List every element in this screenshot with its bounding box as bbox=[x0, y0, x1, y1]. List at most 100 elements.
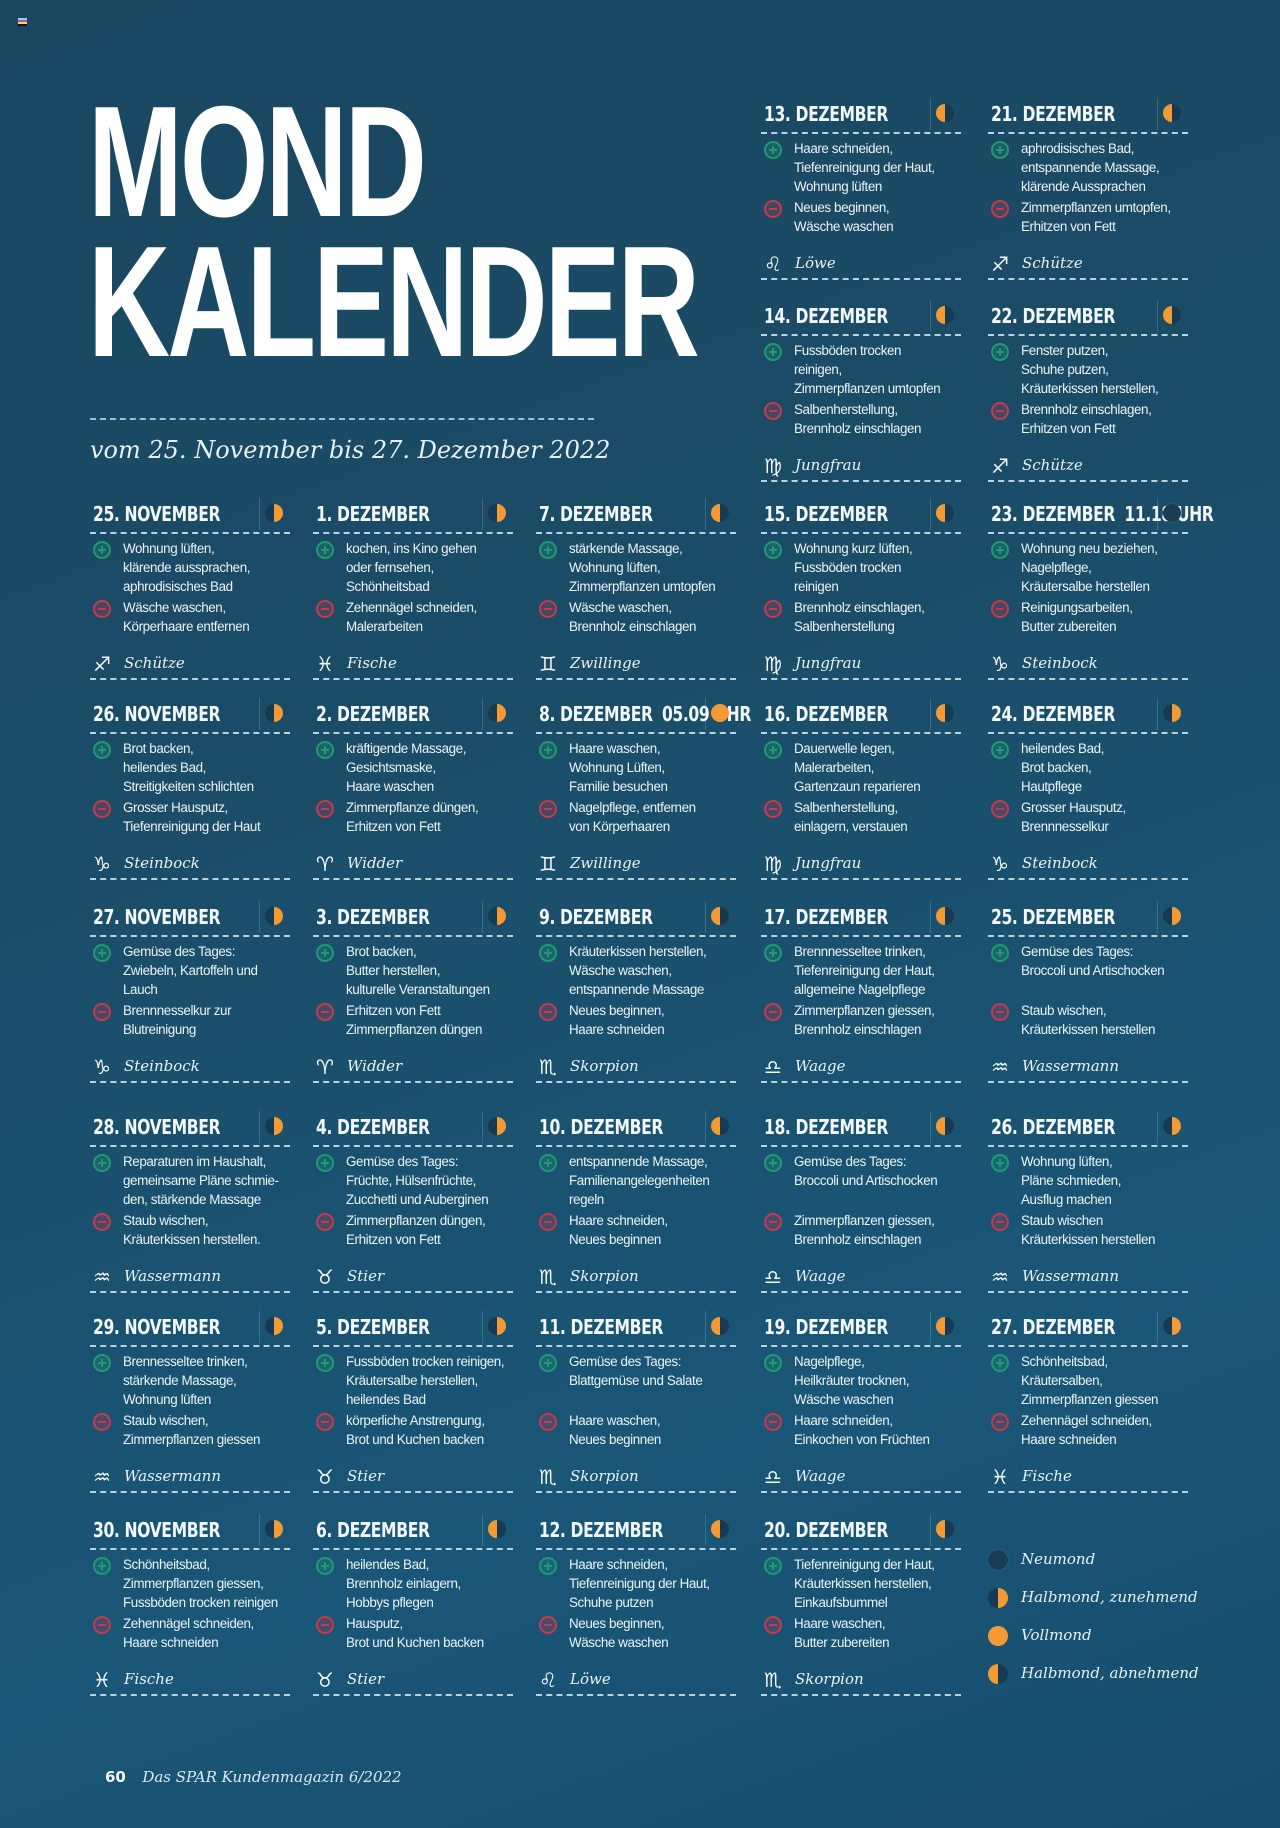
title-divider bbox=[90, 418, 594, 420]
avoid-activities: Haare waschen, Neues beginnen bbox=[536, 1411, 736, 1449]
zodiac-sign: ♌ Löwe bbox=[761, 250, 961, 280]
zodiac-icon: ♍ bbox=[764, 852, 782, 876]
recommended-activities: Gemüse des Tages: Broccoli und Artischock… bbox=[761, 1152, 961, 1190]
day-card-header: 13. DEZEMBER bbox=[761, 98, 961, 134]
plus-icon bbox=[991, 1154, 1009, 1172]
day-card-header: 5. DEZEMBER bbox=[313, 1311, 513, 1347]
day-card-header: 2. DEZEMBER bbox=[313, 698, 513, 734]
zodiac-sign: ♓ Fische bbox=[988, 1463, 1188, 1493]
moon-phase-icon bbox=[936, 1520, 954, 1538]
day-date: 14. DEZEMBER bbox=[764, 304, 889, 328]
moon-phase-icon bbox=[265, 907, 283, 925]
plus-icon bbox=[93, 1154, 111, 1172]
plus-icon bbox=[764, 343, 782, 361]
moon-phase-icon bbox=[936, 1117, 954, 1135]
day-date: 5. DEZEMBER bbox=[316, 1315, 430, 1339]
minus-icon bbox=[93, 1213, 111, 1231]
day-card: 23. DEZEMBER 11.18 UHR Wohnung neu beziehe… bbox=[988, 498, 1214, 680]
day-card-header: 24. DEZEMBER bbox=[988, 698, 1188, 734]
full-moon-icon bbox=[988, 1626, 1008, 1646]
avoid-activities: Zimmerpflanzen giessen, Brennholz einschl… bbox=[761, 1211, 961, 1249]
plus-icon bbox=[991, 741, 1009, 759]
recommended-activities: Gemüse des Tages: Früchte, Hülsenfrüchte,… bbox=[313, 1152, 513, 1209]
day-date: 13. DEZEMBER bbox=[764, 102, 889, 126]
moon-phase-icon bbox=[265, 1317, 283, 1335]
recommended-activities: Tiefenreinigung der Haut, Kräuterkissen h… bbox=[761, 1555, 961, 1612]
plus-icon bbox=[764, 141, 782, 159]
day-card: 6. DEZEMBER heilendes Bad, Brennholz einla… bbox=[313, 1514, 513, 1696]
plus-icon bbox=[539, 541, 557, 559]
minus-icon bbox=[539, 1003, 557, 1021]
moon-phase-icon bbox=[265, 504, 283, 522]
day-card-header: 8. DEZEMBER 05.09 UHR bbox=[536, 698, 751, 734]
avoid-activities: Wäsche waschen, Brennholz einschlagen bbox=[536, 598, 736, 636]
recommended-activities: aphrodisisches Bad, entspannende Massage,… bbox=[988, 139, 1188, 196]
day-date: 1. DEZEMBER bbox=[316, 502, 430, 526]
minus-icon bbox=[991, 402, 1009, 420]
avoid-activities: Zimmerpflanzen umtopfen, Erhitzen von Fet… bbox=[988, 198, 1188, 236]
zodiac-icon: ♑ bbox=[93, 1055, 111, 1079]
recommended-activities: Haare schneiden, Tiefenreinigung der Haut… bbox=[536, 1555, 736, 1612]
day-card: 17. DEZEMBER Brennnesseltee trinken, Tiefe… bbox=[761, 901, 961, 1083]
day-card: 3. DEZEMBER Brot backen, Butter herstellen… bbox=[313, 901, 513, 1083]
moon-phase-icon bbox=[488, 1520, 506, 1538]
zodiac-sign: ♑ Steinbock bbox=[90, 1053, 290, 1083]
minus-icon bbox=[764, 402, 782, 420]
moon-phase-icon bbox=[936, 504, 954, 522]
publication-name: Das SPAR Kundenmagazin 6/2022 bbox=[142, 1768, 402, 1786]
zodiac-icon: ♎ bbox=[764, 1055, 782, 1079]
day-card: 30. NOVEMBER Schönheitsbad, Zimmerpflanzen… bbox=[90, 1514, 290, 1696]
zodiac-sign: ♈ Widder bbox=[313, 850, 513, 880]
date-range-subtitle: vom 25. November bis 27. Dezember 2022 bbox=[90, 436, 611, 464]
minus-icon bbox=[316, 1213, 334, 1231]
plus-icon bbox=[764, 1557, 782, 1575]
recommended-activities: Brot backen, Butter herstellen, kulturelle… bbox=[313, 942, 513, 999]
zodiac-icon: ♓ bbox=[93, 1668, 111, 1692]
day-card: 28. NOVEMBER Reparaturen im Haushalt, geme… bbox=[90, 1111, 290, 1293]
minus-icon bbox=[93, 1616, 111, 1634]
day-card: 16. DEZEMBER Dauerwelle legen, Malerarbeit… bbox=[761, 698, 961, 880]
recommended-activities: Nagelpflege, Heilkräuter trocknen, Wäsche … bbox=[761, 1352, 961, 1409]
zodiac-sign: ♐ Schütze bbox=[988, 250, 1188, 280]
day-date: 10. DEZEMBER bbox=[539, 1115, 664, 1139]
recommended-activities: Fenster putzen, Schuhe putzen, Kräuterkiss… bbox=[988, 341, 1188, 398]
plus-icon bbox=[991, 1354, 1009, 1372]
minus-icon bbox=[539, 800, 557, 818]
day-card: 7. DEZEMBER stärkende Massage, Wohnung lüf… bbox=[536, 498, 736, 680]
day-date: 2. DEZEMBER bbox=[316, 702, 430, 726]
zodiac-icon: ♏ bbox=[539, 1465, 557, 1489]
moon-phase-icon bbox=[936, 104, 954, 122]
minus-icon bbox=[539, 1616, 557, 1634]
recommended-activities: Wohnung kurz lüften, Fussböden trocken rei… bbox=[761, 539, 961, 596]
zodiac-icon: ♓ bbox=[991, 1465, 1009, 1489]
zodiac-sign: ♓ Fische bbox=[90, 1666, 290, 1696]
day-date: 25. NOVEMBER bbox=[93, 502, 221, 526]
day-card: 10. DEZEMBER entspannende Massage, Familie… bbox=[536, 1111, 736, 1293]
recommended-activities: Kräuterkissen herstellen, Wäsche waschen,… bbox=[536, 942, 736, 999]
avoid-activities: Salbenherstellung, einlagern, verstauen bbox=[761, 798, 961, 836]
zodiac-sign: ♑ Steinbock bbox=[988, 850, 1188, 880]
day-card: 27. DEZEMBER Schönheitsbad, Kräutersalben,… bbox=[988, 1311, 1188, 1493]
day-card-header: 12. DEZEMBER bbox=[536, 1514, 736, 1550]
minus-icon bbox=[991, 1213, 1009, 1231]
zodiac-icon: ♈ bbox=[316, 852, 334, 876]
menu-icon[interactable] bbox=[18, 18, 27, 26]
plus-icon bbox=[539, 741, 557, 759]
avoid-activities: Hausputz, Brot und Kuchen backen bbox=[313, 1614, 513, 1652]
day-card-header: 30. NOVEMBER bbox=[90, 1514, 290, 1550]
zodiac-sign: ♍ Jungfrau bbox=[761, 650, 961, 680]
day-date: 17. DEZEMBER bbox=[764, 905, 889, 929]
minus-icon bbox=[764, 1413, 782, 1431]
recommended-activities: Fussböden trocken reinigen, Kräutersalbe … bbox=[313, 1352, 513, 1409]
day-card-header: 15. DEZEMBER bbox=[761, 498, 961, 534]
zodiac-sign: ♏ Skorpion bbox=[536, 1463, 736, 1493]
day-card-header: 19. DEZEMBER bbox=[761, 1311, 961, 1347]
day-card: 22. DEZEMBER Fenster putzen, Schuhe putzen… bbox=[988, 300, 1188, 482]
recommended-activities: Schönheitsbad, Zimmerpflanzen giessen, Fus… bbox=[90, 1555, 290, 1612]
zodiac-icon: ♐ bbox=[93, 652, 111, 676]
minus-icon bbox=[316, 1413, 334, 1431]
zodiac-icon: ♒ bbox=[991, 1265, 1009, 1289]
zodiac-sign: ♎ Waage bbox=[761, 1463, 961, 1493]
plus-icon bbox=[539, 1154, 557, 1172]
moon-phase-icon bbox=[936, 704, 954, 722]
